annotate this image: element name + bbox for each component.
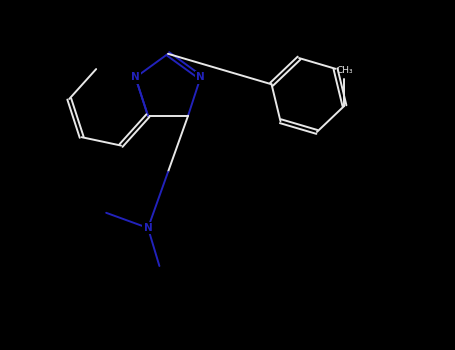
Text: CH₃: CH₃ bbox=[336, 66, 353, 75]
Text: N: N bbox=[196, 72, 205, 83]
Text: N: N bbox=[131, 72, 140, 83]
Text: N: N bbox=[144, 223, 152, 233]
